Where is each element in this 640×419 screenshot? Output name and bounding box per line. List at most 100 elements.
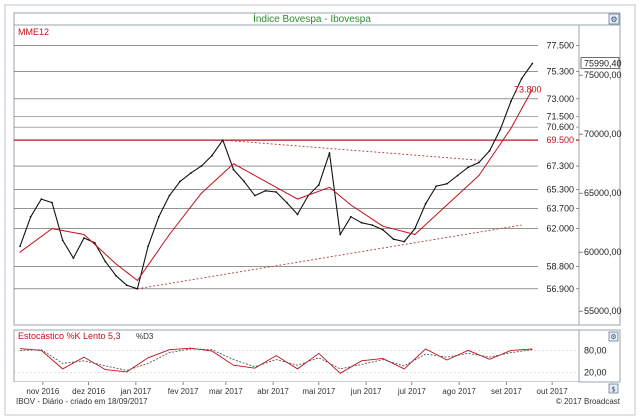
price-point-3 bbox=[51, 201, 53, 204]
x-tick-label-6: mai 2017 bbox=[302, 387, 335, 396]
last-value-label: 75990,40 bbox=[584, 59, 622, 69]
price-point-5 bbox=[72, 257, 75, 259]
x-axis-area bbox=[14, 382, 579, 396]
level-label-bg-3 bbox=[538, 111, 576, 122]
price-point-2 bbox=[40, 198, 43, 201]
ma-point-3 bbox=[115, 263, 117, 265]
ma-point-1 bbox=[51, 228, 53, 230]
price-point-9 bbox=[115, 274, 117, 277]
price-point-38 bbox=[424, 202, 427, 205]
x-tick-label-3: fev 2017 bbox=[168, 387, 199, 396]
dollar-icon[interactable]: $ bbox=[608, 383, 619, 394]
price-point-44 bbox=[488, 149, 491, 152]
stoch-k-line bbox=[19, 347, 533, 374]
price-axis bbox=[578, 24, 621, 326]
y-tick-label-3: 70000,00 bbox=[584, 129, 622, 139]
svg-text:⚙: ⚙ bbox=[610, 15, 617, 24]
footer-right: © 2017 Broadcast bbox=[556, 397, 621, 406]
level-label-bg-11 bbox=[538, 283, 576, 295]
price-point-15 bbox=[179, 180, 181, 183]
x-axis: nov 2016 dez 2016 jan 2017 fev 2017 mar 2017… bbox=[26, 382, 568, 396]
price-point-39 bbox=[435, 185, 438, 188]
ma-point-7 bbox=[232, 163, 234, 165]
ma-point-0 bbox=[19, 251, 21, 253]
price-point-43 bbox=[478, 161, 480, 164]
price-point-21 bbox=[243, 180, 246, 183]
ma-point-8 bbox=[264, 180, 266, 182]
last-value-box bbox=[580, 57, 620, 69]
y-tick-label-2: 65000,00 bbox=[584, 188, 622, 198]
price-point-40 bbox=[446, 182, 448, 185]
x-tick-label-4: mar 2017 bbox=[209, 387, 243, 396]
x-tick-label-2: jan 2017 bbox=[120, 387, 152, 396]
trend-line-0 bbox=[222, 139, 479, 161]
ma-line bbox=[19, 89, 533, 281]
ma-legend-label: MME12 bbox=[18, 27, 49, 37]
price-point-23 bbox=[264, 189, 267, 192]
stochastic-d-label: %D3 bbox=[136, 332, 154, 341]
level-label-bg-4 bbox=[538, 121, 576, 133]
price-point-26 bbox=[296, 213, 299, 216]
ma-point-6 bbox=[200, 192, 202, 194]
footer-left: IBOV - Diário - criado em 18/09/2017 bbox=[16, 397, 148, 406]
level-label-bg-9 bbox=[538, 223, 576, 235]
x-tick-label-1: dez 2016 bbox=[72, 387, 105, 396]
price-series: 73.800 bbox=[19, 62, 542, 290]
level-label-8: 63.700 bbox=[546, 204, 574, 214]
level-label-bg-6 bbox=[538, 160, 576, 172]
level-label-1: 75.300 bbox=[546, 67, 574, 77]
level-label-bg-10 bbox=[538, 260, 576, 272]
price-point-31 bbox=[349, 215, 352, 218]
price-point-0 bbox=[19, 245, 21, 248]
level-label-bg-5 bbox=[538, 134, 576, 146]
price-point-45 bbox=[499, 128, 502, 131]
price-point-12 bbox=[147, 245, 149, 248]
price-point-42 bbox=[467, 166, 470, 169]
level-label-bg-0 bbox=[538, 40, 576, 52]
level-label-9: 62.000 bbox=[546, 224, 574, 234]
x-tick-label-11: out 2017 bbox=[537, 387, 569, 396]
price-point-32 bbox=[360, 221, 363, 224]
price-point-13 bbox=[157, 215, 160, 218]
level-label-6: 67.300 bbox=[546, 161, 574, 171]
price-point-41 bbox=[456, 174, 459, 177]
level-label-10: 58.800 bbox=[546, 261, 574, 271]
ma-point-5 bbox=[168, 234, 170, 235]
stochastic-label: Estocástico %K Lento 5,3 bbox=[18, 331, 121, 341]
ma-point-10 bbox=[329, 186, 331, 188]
level-label-4: 70.600 bbox=[546, 122, 574, 132]
svg-text:⚙: ⚙ bbox=[610, 333, 616, 341]
stochastic-series: 20,00 80,00 bbox=[14, 345, 607, 378]
ma-point-9 bbox=[297, 198, 298, 200]
ma-point-17 bbox=[531, 88, 533, 90]
ma-point-2 bbox=[83, 234, 85, 235]
ma-point-13 bbox=[414, 234, 416, 235]
ma-point-14 bbox=[446, 204, 448, 206]
trend-line-1 bbox=[137, 224, 522, 290]
level-label-2: 73.000 bbox=[546, 94, 574, 104]
main-plot-area bbox=[13, 24, 580, 326]
price-point-19 bbox=[221, 139, 224, 142]
stoch-tick-label-0: 20,00 bbox=[584, 368, 607, 378]
stochastic-settings-icon[interactable]: ⚙ bbox=[608, 331, 619, 342]
price-point-24 bbox=[275, 191, 278, 193]
price-point-11 bbox=[136, 287, 139, 290]
y-axis: 55000,00 60000,00 65000,00 70000,00 75000,00… bbox=[579, 57, 622, 316]
y-tick-label-4: 75000,00 bbox=[584, 70, 622, 80]
x-tick-label-9: ago 2017 bbox=[442, 387, 476, 396]
settings-icon[interactable]: ⚙ bbox=[608, 13, 620, 25]
price-point-25 bbox=[285, 201, 288, 204]
level-label-3: 71.500 bbox=[546, 112, 574, 122]
price-point-7 bbox=[93, 241, 96, 244]
ma-point-16 bbox=[510, 127, 512, 129]
price-point-48 bbox=[531, 62, 534, 65]
x-tick-label-7: jun 2017 bbox=[350, 387, 382, 396]
ma-point-4 bbox=[136, 280, 138, 282]
price-point-8 bbox=[104, 260, 107, 263]
price-point-34 bbox=[381, 228, 384, 231]
price-point-16 bbox=[189, 172, 192, 175]
price-point-17 bbox=[200, 165, 203, 167]
level-label-bg-2 bbox=[538, 93, 576, 105]
level-label-bg-1 bbox=[538, 66, 576, 78]
